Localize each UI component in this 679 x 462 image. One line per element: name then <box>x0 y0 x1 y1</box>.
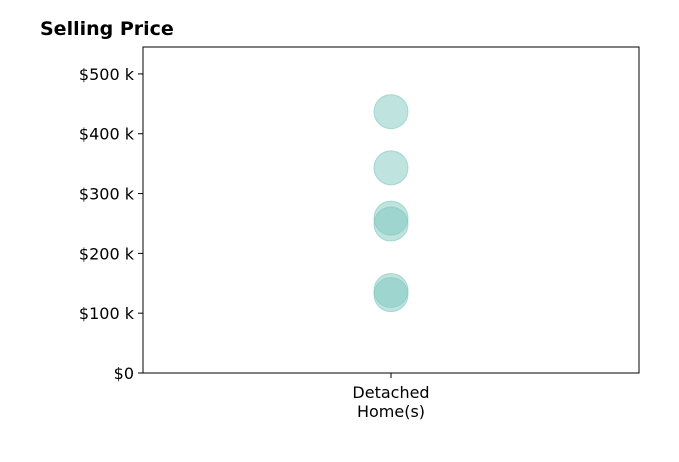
x-tick-label: Detached Home(s) <box>352 383 429 421</box>
y-tick-label: $0 <box>114 364 134 383</box>
data-point <box>373 94 409 130</box>
data-point <box>373 150 409 186</box>
x-tick-label-line: Detached <box>352 383 429 402</box>
x-axis: Detached Home(s) <box>352 373 430 421</box>
data-point <box>373 277 409 313</box>
y-tick-label: $200 k <box>79 244 135 263</box>
x-tick-label-line: Home(s) <box>357 402 425 421</box>
chart-title: Selling Price <box>40 18 174 40</box>
data-points <box>373 94 409 313</box>
y-tick-label: $400 k <box>79 125 135 144</box>
y-tick-label: $500 k <box>79 65 135 84</box>
y-tick-label: $100 k <box>79 304 135 323</box>
y-tick-label: $300 k <box>79 185 135 204</box>
data-point <box>373 206 409 242</box>
y-axis: $0 $100 k $200 k $300 k $400 k $500 k <box>79 65 143 383</box>
